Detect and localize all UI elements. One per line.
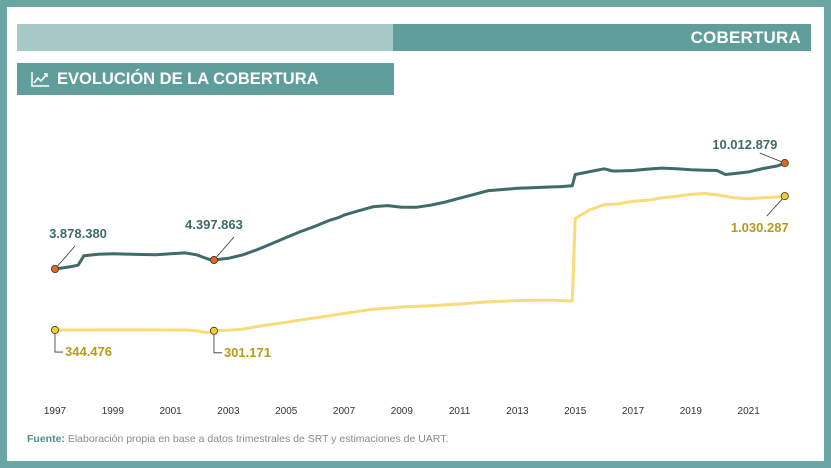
annotation-marker: [51, 265, 60, 274]
header-bar-dark: COBERTURA: [393, 24, 811, 51]
annotation-leader: [54, 245, 76, 270]
title-bar: EVOLUCIÓN DE LA COBERTURA: [17, 63, 394, 95]
data-label: 3.878.380: [49, 226, 107, 241]
series-line-0: [54, 161, 786, 271]
series-line-1: [55, 192, 785, 335]
x-tick-label: 2001: [159, 406, 182, 417]
source-note: Fuente: Elaboración propia en base a dat…: [27, 433, 448, 445]
x-tick-label: 2005: [275, 406, 298, 417]
data-label: 301.171: [224, 345, 271, 360]
x-tick-label: 2013: [506, 406, 529, 417]
annotation-leader: [213, 330, 222, 354]
data-label: 10.012.879: [712, 137, 777, 152]
x-tick-label: 2017: [622, 406, 645, 417]
source-text: Elaboración propia en base a datos trime…: [64, 433, 449, 445]
data-label: 344.476: [65, 344, 112, 359]
data-label: 4.397.863: [185, 217, 243, 232]
annotation-leader: [54, 330, 63, 353]
line-chart: 1997 1999 2001 2003 2005 2007 2009 2011 2013 2015…: [44, 137, 789, 417]
annotation-leader: [213, 236, 235, 261]
section-label: COBERTURA: [690, 28, 801, 47]
x-tick-label: 2003: [217, 406, 240, 417]
annotation-marker: [51, 326, 60, 335]
annotation-leader: [759, 152, 785, 164]
x-tick-label: 2009: [391, 406, 414, 417]
x-tick-label: 2011: [449, 406, 471, 417]
x-tick-label: 2019: [680, 406, 703, 417]
annotation-marker: [780, 159, 789, 168]
annotation-marker: [209, 256, 218, 265]
annotation-marker: [209, 326, 218, 335]
data-label: 1.030.287: [731, 220, 789, 235]
x-tick-label: 2021: [738, 406, 761, 417]
x-tick-label: 2015: [564, 406, 587, 417]
line-chart-icon: [31, 72, 49, 87]
chart-title: EVOLUCIÓN DE LA COBERTURA: [57, 70, 319, 88]
header-bar-light: [17, 24, 393, 51]
x-tick-label: 1997: [44, 406, 67, 417]
x-tick-label: 1999: [102, 406, 125, 417]
source-label: Fuente:: [27, 433, 65, 445]
annotation-leader: [766, 195, 786, 217]
x-tick-label: 2007: [333, 406, 356, 417]
annotation-marker: [780, 192, 789, 201]
